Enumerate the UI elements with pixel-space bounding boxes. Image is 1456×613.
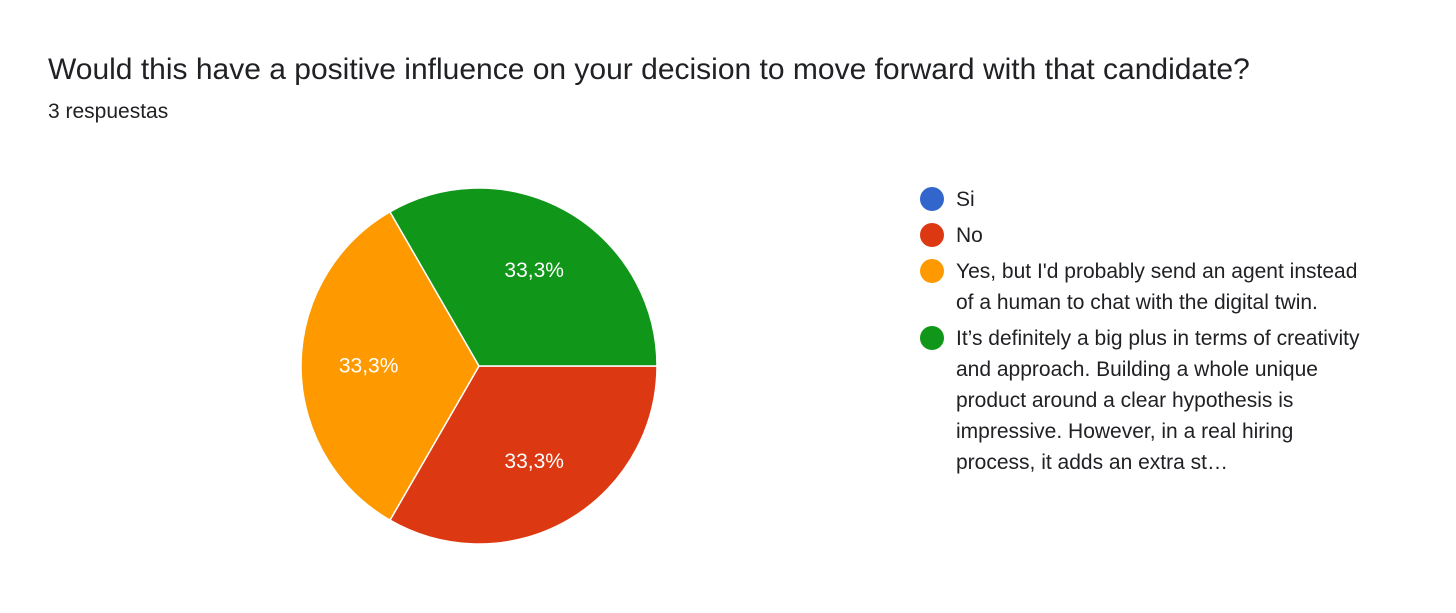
legend-swatch-big-plus: [920, 326, 944, 350]
legend-swatch-yes-agent: [920, 259, 944, 283]
legend-item-si[interactable]: Si: [920, 184, 1360, 215]
legend-item-yes-agent[interactable]: Yes, but I'd probably send an agent inst…: [920, 256, 1360, 318]
pie-label-yes-agent: 33,3%: [339, 355, 399, 378]
legend-label-big-plus: It’s definitely a big plus in terms of c…: [956, 327, 1360, 474]
chart-legend: Si No Yes, but I'd probably send an agen…: [920, 184, 1360, 483]
legend-item-no[interactable]: No: [920, 220, 1360, 251]
legend-label-si: Si: [956, 188, 975, 211]
legend-label-yes-agent: Yes, but I'd probably send an agent inst…: [956, 260, 1358, 314]
legend-item-big-plus[interactable]: It’s definitely a big plus in terms of c…: [920, 323, 1360, 478]
response-count: 3 respuestas: [48, 100, 169, 123]
legend-swatch-no: [920, 223, 944, 247]
legend-swatch-si: [920, 187, 944, 211]
pie-slice-no[interactable]: [388, 365, 658, 545]
pie-label-no: 33,3%: [504, 450, 564, 473]
legend-label-no: No: [956, 224, 983, 247]
pie-slice-big-plus[interactable]: [388, 187, 658, 367]
chart-title: Would this have a positive influence on …: [48, 53, 1250, 86]
pie-label-big-plus: 33,3%: [504, 259, 564, 282]
